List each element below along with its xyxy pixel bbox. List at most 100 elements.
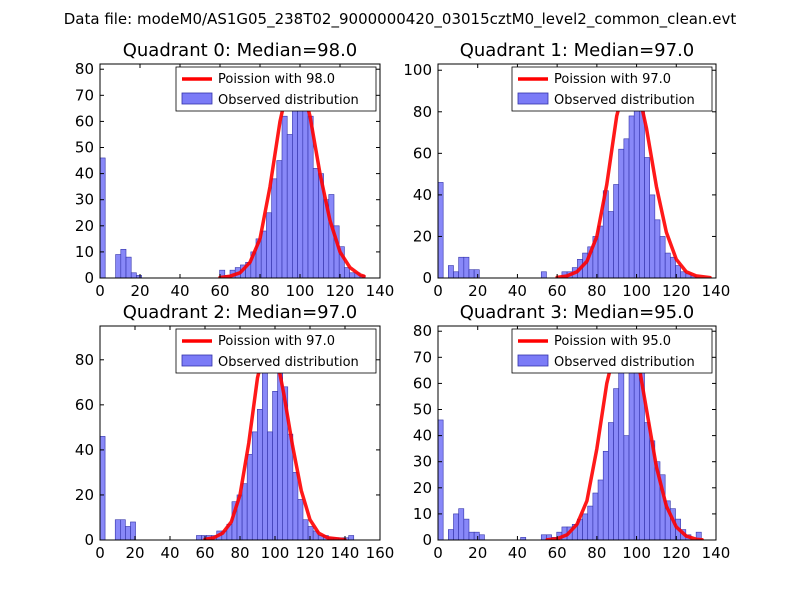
histogram-bar [286,134,293,278]
legend-bar-swatch [181,92,213,105]
x-tick-label: 20 [130,282,149,300]
axes-frame [99,63,381,279]
x-tick-label: 140 [702,544,731,562]
histogram-bar [608,211,614,278]
histogram-bar [613,184,620,278]
x-tick-label: 80 [587,282,606,300]
histogram-bar [644,422,650,540]
histogram-bar [125,526,131,540]
histogram-bar [262,348,268,540]
histogram-bar [312,168,319,278]
x-tick-label: 100 [261,544,290,562]
histogram-bar [608,422,614,540]
y-tick-label: 50 [75,139,94,157]
quadrant-1-legend: Poission with 97.0 Observed distribution [511,66,713,112]
x-tick-label: 80 [587,544,606,562]
quadrant-2-chart: Quadrant 2: Median=97.0 0 20 40 60 80 100 120 14… [75,302,394,562]
x-tick-label: 60 [548,282,567,300]
x-tick-label: 120 [662,544,691,562]
histogram-bar [582,513,589,540]
x-tick-label: 0 [95,544,105,562]
legend-bar-swatch [517,92,549,105]
histogram-bar [115,254,122,278]
quadrant-2-legend: Poission with 97.0 Observed distribution [175,328,377,374]
y-tick-label: 40 [413,186,432,204]
y-tick-label: 30 [413,453,432,471]
y-tick-label: 70 [413,348,432,366]
histogram-bar [664,252,671,278]
histogram-bar [349,272,356,278]
legend-bar-swatch [181,354,213,367]
histogram-bar [613,388,620,540]
histogram-bar [257,409,263,540]
histogram-bar [100,157,106,278]
histogram-bar [453,513,459,540]
histogram-bar [458,256,465,278]
x-tick-label: 80 [250,282,269,300]
y-tick-label: 40 [75,441,94,459]
x-tick-label: 60 [548,544,567,562]
legend-label-poisson: Poission with 95.0 [554,334,671,349]
histogram-bar [633,370,640,540]
legend-bar-swatch [517,354,549,367]
quadrant-3-legend: Poission with 95.0 Observed distribution [511,328,713,374]
axes-frame [437,325,717,541]
histogram-bar [266,212,272,278]
histogram-bar [297,499,304,540]
y-tick-label: 30 [75,191,94,209]
histogram-bar [267,431,273,540]
histogram-bar [448,529,454,540]
quadrant-0-legend: Poission with 98.0 Observed distribution [175,66,377,112]
histogram-bar [479,534,485,540]
histogram-bar [597,479,604,540]
histogram-bar [670,256,676,278]
histogram-bar [276,160,283,278]
x-tick-label: 0 [433,282,443,300]
axes-frame [437,63,717,279]
quadrant-1-chart: Quadrant 1: Median=97.0 0 20 40 60 80 100 120 14… [403,40,730,300]
y-tick-label: 10 [413,505,432,523]
histogram-bar [540,271,547,278]
x-tick-label: 40 [508,282,527,300]
x-tick-label: 20 [468,282,487,300]
histogram-bar [473,531,480,540]
histogram-bar [463,518,470,540]
legend-label-poisson: Poission with 97.0 [218,334,335,349]
x-tick-label: 140 [331,544,360,562]
histogram-bar [649,194,656,278]
x-tick-label: 80 [230,544,249,562]
histogram-bar [241,483,248,540]
histogram-bar [271,178,278,278]
histogram-bar [114,519,121,540]
y-tick-label: 50 [413,401,432,419]
x-tick-label: 0 [433,544,443,562]
histogram-bar [251,431,258,540]
y-tick-label: 40 [75,165,94,183]
quadrant-1-title: Quadrant 1: Median=97.0 [460,40,695,61]
histogram-bar [592,492,599,540]
y-tick-label: 10 [75,243,94,261]
histogram-bar [458,508,465,540]
x-tick-label: 120 [326,282,355,300]
y-tick-label: 100 [403,61,432,79]
histogram-bar [468,531,475,540]
y-tick-label: 60 [413,374,432,392]
legend-label-observed: Observed distribution [218,93,359,108]
histogram-bar [628,115,635,278]
quadrant-2-plot-area [100,335,355,540]
histogram-bar [281,115,288,278]
y-tick-label: 80 [413,103,432,121]
quadrant-2-title: Quadrant 2: Median=97.0 [123,302,358,323]
x-tick-label: 100 [286,282,315,300]
histogram-bar [438,419,444,540]
y-tick-label: 80 [75,60,94,78]
x-tick-label: 160 [366,544,395,562]
x-tick-label: 140 [702,282,731,300]
histogram-bar [520,537,527,540]
histogram-bar [453,271,459,278]
histogram-bar [654,219,661,278]
histogram-bar [130,272,137,278]
histogram-bar [639,101,645,278]
histogram-bar [659,236,666,278]
